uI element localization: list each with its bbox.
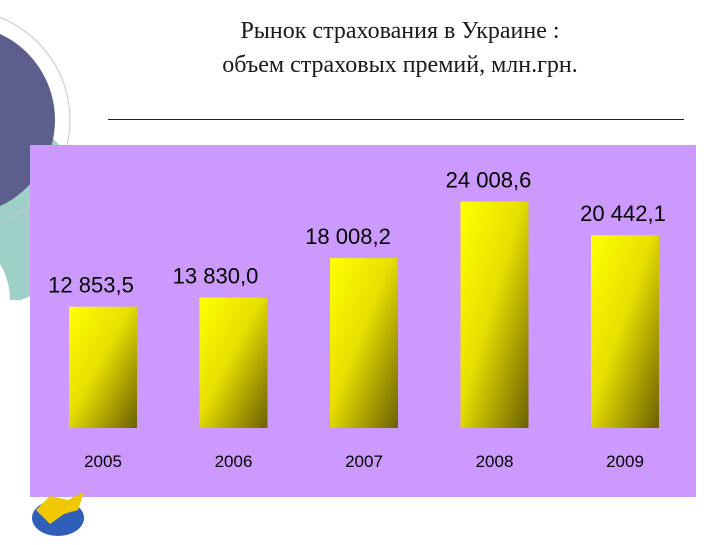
- value-label-2006: 13 830,0: [173, 264, 259, 289]
- logo-emblem: [32, 492, 84, 536]
- title-underline: [108, 119, 684, 120]
- bars-layer: [69, 201, 659, 428]
- x-tick-label-2006: 2006: [215, 452, 253, 471]
- value-label-2007: 18 008,2: [305, 224, 391, 249]
- outline-circle: [0, 17, 71, 223]
- x-tick-labels-layer: 2005 2006 2007 2008 2009: [84, 452, 644, 471]
- logo-yellow-mark: [36, 492, 84, 524]
- x-tick-label-2005: 2005: [84, 452, 122, 471]
- slide-title-line-1: Рынок страхования в Украине :: [240, 18, 560, 44]
- slide-title: Рынок страхования в Украине : объем стра…: [120, 14, 680, 82]
- logo: [28, 480, 98, 545]
- bar-2009: [591, 235, 659, 428]
- bar-2006: [199, 297, 268, 428]
- chart-panel: 12 853,5 13 830,0 18 008,2 24 008,6 20 442,1…: [30, 145, 696, 497]
- x-tick-label-2007: 2007: [345, 452, 383, 471]
- bar-2008: [460, 201, 529, 428]
- slide-title-line-2: объем страховых премий, млн.грн.: [222, 52, 578, 78]
- value-label-2009: 20 442,1: [580, 201, 666, 226]
- bar-chart: 12 853,5 13 830,0 18 008,2 24 008,6 20 442,1…: [48, 168, 666, 471]
- value-label-2008: 24 008,6: [446, 168, 532, 193]
- value-label-2005: 12 853,5: [48, 273, 134, 298]
- x-tick-label-2008: 2008: [476, 452, 514, 471]
- x-tick-label-2009: 2009: [606, 452, 644, 471]
- bar-2007: [330, 258, 398, 428]
- light-circle: [0, 263, 10, 300]
- bar-2005: [69, 306, 137, 428]
- value-labels-layer: 12 853,5 13 830,0 18 008,2 24 008,6 20 442,1: [48, 168, 666, 298]
